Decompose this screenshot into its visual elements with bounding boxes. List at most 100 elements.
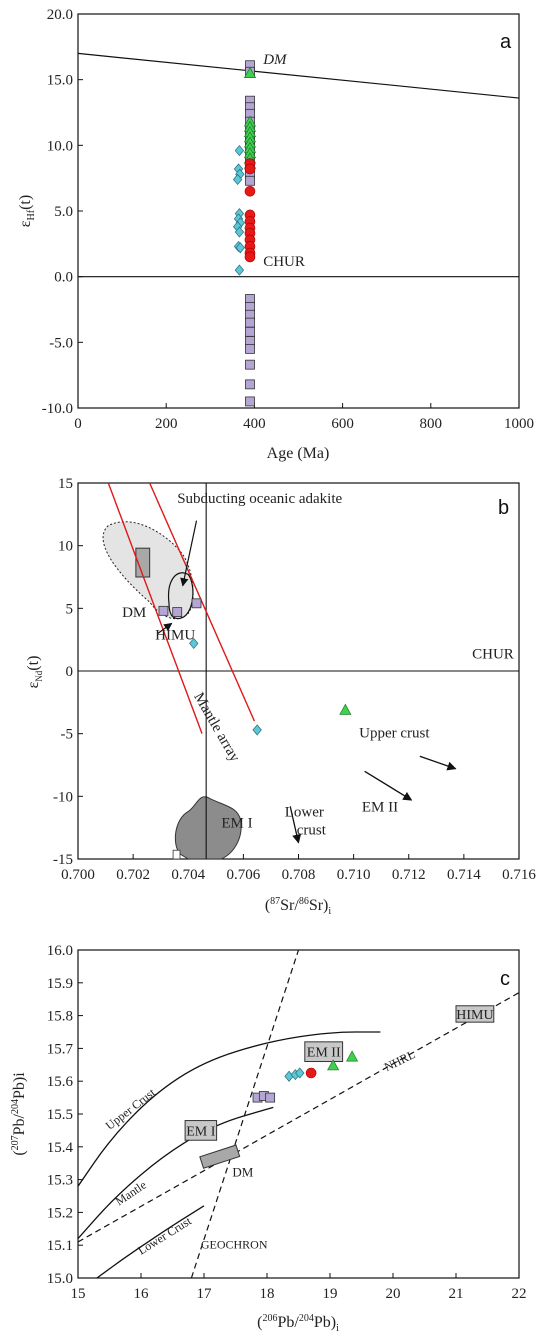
y-tick-label: 20.0 — [47, 7, 73, 23]
mantle-array-line — [149, 482, 256, 722]
x-tick-label: 21 — [449, 1286, 464, 1302]
mantle-curve-label: Mantle — [113, 1178, 149, 1209]
x-axis-label-c: (206Pb/204Pb)i — [257, 1313, 339, 1334]
region-box — [184, 1120, 218, 1141]
dm-label-a: DM — [262, 52, 288, 68]
y-tick-label: 15.0 — [47, 73, 73, 89]
chur-label-a: CHUR — [263, 254, 305, 270]
data-point-square — [191, 598, 202, 609]
y-tick-label: 5.0 — [54, 204, 73, 220]
x-tick-label: 19 — [323, 1286, 338, 1302]
x-tick-label: 15 — [71, 1286, 86, 1302]
panel-letter-b: b — [498, 497, 509, 519]
nhrl-line — [78, 992, 519, 1243]
x-tick-label: 800 — [420, 416, 443, 432]
data-point-diamond — [235, 242, 245, 254]
chart-panel-b: 0.700 0.702 0.704 0.706 0.708 0.710 0.712 0.714… — [25, 476, 536, 917]
x-tick-label: 0.704 — [171, 867, 205, 883]
data-point-square — [245, 396, 255, 407]
lower-crust-curve-label: Lower Crust — [135, 1213, 194, 1257]
data-point-circle — [244, 163, 256, 175]
x-tick-label: 400 — [243, 416, 266, 432]
data-point-triangle — [327, 1059, 340, 1071]
y-axis-label-b: εNd(t) — [25, 656, 44, 689]
dm-label-c: DM — [232, 1164, 253, 1179]
chur-label-b: CHUR — [472, 646, 514, 662]
x-tick-label: 17 — [197, 1286, 213, 1302]
region-box-label: EM I — [186, 1124, 216, 1139]
em2-label-b: EM II — [362, 799, 398, 815]
trend-arrow — [364, 770, 413, 801]
data-point-square — [172, 607, 183, 617]
x-axis-label-a: Age (Ma) — [267, 445, 330, 462]
dm-line — [77, 52, 520, 99]
x-tick-label: 200 — [155, 416, 178, 432]
em1-field — [174, 796, 242, 860]
y-tick-label: -10.0 — [42, 401, 73, 417]
data-point-circle — [244, 251, 256, 263]
em1-label-b: EM I — [221, 816, 252, 832]
y-tick-label: 15.4 — [47, 1140, 74, 1156]
data-point-triangle — [243, 66, 257, 78]
x-tick-label: 600 — [331, 416, 354, 432]
region-box — [304, 1041, 344, 1063]
dm-label-b: DM — [122, 605, 146, 621]
y-tick-label: 10.0 — [47, 138, 73, 154]
adakite-arrow — [180, 520, 198, 587]
panel-letter-a: a — [500, 31, 512, 53]
data-point-diamond — [252, 724, 262, 736]
y-tick-label: 15.0 — [47, 1271, 73, 1287]
data-point-diamond — [234, 264, 245, 276]
data-point-diamond — [189, 637, 199, 649]
y-tick-label: -5.0 — [49, 335, 73, 351]
y-tick-label: 0 — [66, 664, 74, 680]
lower-crust-label: Lower crust — [285, 804, 327, 838]
data-point-circle — [305, 1067, 317, 1079]
y-tick-label: 15.6 — [47, 1074, 74, 1090]
x-tick-label: 1000 — [504, 416, 534, 432]
adakite-label-b: Subducting oceanic adakite — [177, 491, 342, 507]
data-point-triangle — [339, 703, 352, 715]
data-point-square — [245, 317, 255, 328]
y-axis-label-a: εHf(t) — [17, 195, 37, 227]
mantle-array-line — [107, 482, 203, 734]
mantle-array-label: Mantle array — [190, 690, 243, 765]
trend-arrow — [289, 806, 302, 844]
chart-panel-c: 15 16 17 18 19 20 21 22 15.0 15.1 15.2 15.3 15.4 15.5… — [10, 943, 527, 1334]
plot-frame-a — [77, 13, 520, 409]
panel-letter-c: c — [500, 968, 510, 990]
plot-frame-c — [77, 949, 520, 1279]
x-tick-label: 0.710 — [337, 867, 371, 883]
data-point-square — [158, 605, 169, 616]
geochron-label: GEOCHRON — [201, 1237, 268, 1251]
data-point-square — [245, 326, 255, 337]
x-tick-label: 16 — [134, 1286, 150, 1302]
x-tick-label: 22 — [512, 1286, 527, 1302]
x-tick-label: 0 — [74, 416, 82, 432]
data-point-diamond — [284, 1070, 294, 1082]
x-tick-label: 0.708 — [282, 867, 316, 883]
evolution-curve — [96, 1205, 205, 1278]
y-tick-label: 0.0 — [54, 270, 73, 286]
data-point-square — [245, 359, 255, 370]
data-point-triangle — [345, 1050, 359, 1062]
y-tick-label: 15.7 — [47, 1041, 74, 1057]
y-tick-label: 15.9 — [47, 976, 73, 992]
region-box-label: HIMU — [456, 1008, 493, 1023]
x-tick-label: 0.706 — [227, 867, 261, 883]
em1-marker-box — [172, 849, 181, 860]
data-point-square — [245, 379, 255, 390]
data-point-diamond — [234, 145, 245, 157]
x-tick-label: 0.714 — [447, 867, 481, 883]
chart-panel-a: 0 200 400 600 800 1000 -10.0 -5.0 0.0 5.0 10.0 15.0… — [17, 7, 534, 462]
data-point-diamond — [234, 226, 245, 238]
trend-arrow — [419, 755, 457, 771]
nhrl-label: NHRL — [382, 1047, 418, 1074]
y-tick-label: 15.1 — [47, 1238, 73, 1254]
x-tick-label: 0.702 — [116, 867, 150, 883]
y-tick-label: 10 — [58, 539, 73, 555]
himu-label-b: HIMU — [155, 628, 195, 644]
data-point-diamond — [232, 173, 243, 186]
region-box-label: EM II — [307, 1046, 341, 1061]
